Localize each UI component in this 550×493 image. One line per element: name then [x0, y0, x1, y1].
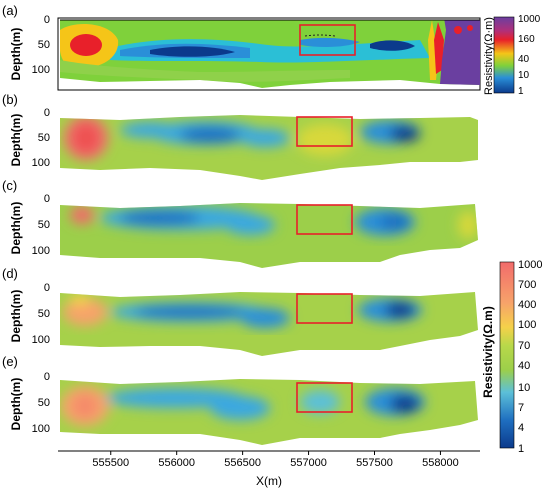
panel-b-image [60, 115, 478, 180]
colorbar-bottom-tick-1000: 1000 [518, 259, 542, 271]
colorbar-bottom-tick-400: 400 [518, 299, 536, 311]
colorbar-top: Resistivity(Ω·m) 1000 160 40 10 1 [483, 14, 541, 97]
ytick-c-0: 0 [44, 193, 50, 205]
x-tick-label-557000: 557000 [290, 457, 327, 469]
ytick-b-100: 100 [32, 157, 50, 169]
ytick-c-100: 100 [32, 245, 50, 257]
panel-c-highlight-box [296, 204, 353, 235]
colorbar-bottom-tick-4: 4 [518, 422, 524, 434]
colorbar-bottom-tick-700: 700 [518, 279, 536, 291]
ytick-c-50: 50 [38, 219, 50, 231]
ytick-a-100: 100 [32, 64, 50, 76]
ylabel-a: Depth(m) [9, 28, 23, 81]
ylabel-e: Depth(m) [9, 378, 23, 431]
ytick-a-0: 0 [44, 14, 50, 26]
ylabel-b: Depth(m) [9, 114, 23, 167]
colorbar-bottom-tick-100: 100 [518, 319, 536, 331]
ytick-d-0: 0 [44, 282, 50, 294]
x-axis-label: X(m) [256, 474, 282, 488]
x-tick-label-556000: 556000 [158, 457, 195, 469]
colorbar-bottom-label: Resistivity(Ω.m) [481, 306, 495, 398]
colorbar-top-tick-40: 40 [518, 54, 530, 65]
x-tick-label-558000: 558000 [422, 457, 459, 469]
depth-axes: Depth(m) 0 50 100 Depth(m) 0 50 100 Dept… [9, 14, 50, 435]
colorbar-bottom-tick-10: 10 [518, 382, 530, 394]
ytick-b-50: 50 [38, 132, 50, 144]
ytick-e-50: 50 [38, 397, 50, 409]
colorbar-top-gradient [493, 16, 515, 94]
colorbar-bottom-tick-1: 1 [518, 443, 524, 455]
panel-a [57, 17, 481, 91]
panel-c [60, 203, 478, 268]
panel-e [60, 379, 478, 445]
panel-d-image [60, 292, 478, 356]
colorbar-bottom: Resistivity(Ω.m) 1000 700 400 100 70 40 … [481, 259, 542, 455]
x-tick-label-557500: 557500 [356, 457, 393, 469]
panel-a-image [60, 20, 480, 88]
colorbar-top-label: Resistivity(Ω·m) [483, 17, 495, 95]
panel-d-highlight-box [296, 293, 353, 324]
ytick-e-100: 100 [32, 423, 50, 435]
colorbar-bottom-gradient [499, 261, 515, 449]
ylabel-c: Depth(m) [9, 202, 23, 255]
ytick-b-0: 0 [44, 107, 50, 119]
panel-b [60, 115, 478, 180]
panel-labels: (a) (b) (c) (d) (e) [2, 3, 18, 369]
panel-e-image [60, 379, 478, 445]
colorbar-bottom-tick-40: 40 [518, 360, 530, 372]
panel-a-highlight-box [299, 24, 356, 56]
panel-d [60, 292, 478, 356]
panel-label-c: (c) [2, 178, 17, 193]
panel-label-d: (d) [2, 266, 18, 281]
colorbar-top-tick-1: 1 [518, 86, 524, 97]
colorbar-top-tick-1000: 1000 [518, 14, 541, 25]
panel-label-b: (b) [2, 92, 18, 107]
x-ticks: 555500 556000 556500 557000 557500 558000 [92, 451, 459, 469]
colorbar-bottom-tick-70: 70 [518, 340, 530, 352]
x-tick-label-556500: 556500 [224, 457, 261, 469]
x-tick-label-555500: 555500 [92, 457, 129, 469]
ylabel-d: Depth(m) [9, 290, 23, 343]
colorbar-top-tick-160: 160 [518, 34, 535, 45]
x-axis: 555500 556000 556500 557000 557500 558000 X(m… [58, 450, 480, 488]
panel-label-e: (e) [2, 354, 18, 369]
ytick-e-0: 0 [44, 371, 50, 383]
colorbar-bottom-tick-7: 7 [518, 402, 524, 414]
panel-e-highlight-box [296, 382, 353, 413]
ytick-d-50: 50 [38, 308, 50, 320]
ytick-a-50: 50 [38, 39, 50, 51]
panel-label-a: (a) [2, 3, 18, 18]
ytick-d-100: 100 [32, 334, 50, 346]
panel-c-image [60, 203, 478, 268]
panel-b-highlight-box [296, 116, 353, 147]
colorbar-top-tick-10: 10 [518, 70, 530, 81]
